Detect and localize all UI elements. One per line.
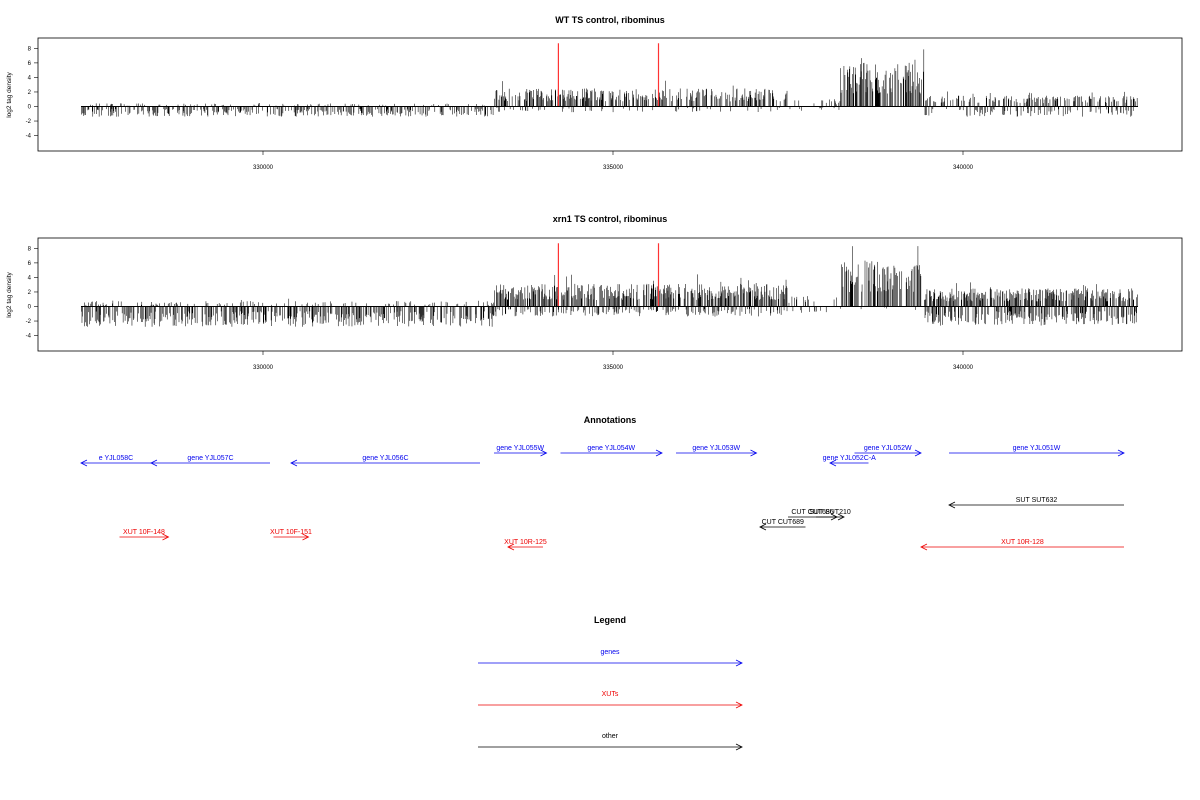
- feature-label: gene YJL056C: [362, 455, 408, 462]
- legend-entries: genes XUTs other: [478, 649, 743, 751]
- legend-arrow-head: [735, 743, 743, 751]
- panel-title: WT TS control, ribominus: [555, 15, 665, 25]
- marker-lines: [557, 43, 660, 107]
- x-tick-label: 335000: [603, 365, 624, 371]
- feature-label: gene YJL051W: [1013, 445, 1061, 452]
- y-axis: 8 6 4 2 0 -2 -4: [26, 46, 38, 140]
- x-tick-label: 335000: [603, 165, 624, 171]
- y-tick-label: 2: [28, 90, 32, 96]
- feature-arrow-head: [540, 449, 548, 457]
- feature-label: gene YJL054W: [587, 445, 635, 452]
- y-tick-label: 2: [28, 290, 32, 296]
- y-tick-label: 8: [28, 46, 32, 52]
- feature-arrow-head: [920, 543, 928, 551]
- y-tick-label: 0: [28, 105, 32, 111]
- legend-label: XUTs: [602, 691, 619, 698]
- feature-arrow-head: [507, 543, 515, 551]
- marker-lines: [557, 243, 660, 307]
- feature-arrow-head: [1117, 449, 1125, 457]
- feature-label: gene YJL057C: [187, 455, 233, 462]
- feature-label: gene YJL055W: [496, 445, 544, 452]
- feature-label: XUT 10F-151: [270, 529, 312, 536]
- feature-label: e YJL058C: [99, 455, 134, 462]
- legend-arrow-head: [735, 659, 743, 667]
- feature-label: gene YJL052C-A: [823, 455, 877, 462]
- feature-arrow-head: [759, 523, 767, 531]
- y-axis: 8 6 4 2 0 -2 -4: [26, 246, 38, 340]
- legend: Legend genes XUTs other: [478, 615, 743, 751]
- annotations-title: Annotations: [584, 415, 637, 425]
- panel-title: xrn1 TS control, ribominus: [553, 214, 668, 224]
- x-tick-label: 340000: [953, 165, 974, 171]
- feature-label: SUT SUT632: [1016, 497, 1058, 504]
- xrn1-track-panel: xrn1 TS control, ribominus 8 6 4 2 0 -2 -4 330…: [6, 214, 1183, 371]
- y-tick-label: -2: [26, 119, 32, 125]
- x-axis: 330000 335000 340000: [253, 151, 974, 171]
- annotations-track: Annotations e YJL058C gene YJL057C gene YJ…: [80, 415, 1125, 551]
- feature-label: XUT 10F-148: [123, 529, 165, 536]
- feature-label: CUT CUT686: [791, 509, 833, 516]
- feature-arrow-head: [302, 533, 310, 541]
- legend-arrow-head: [735, 701, 743, 709]
- y-tick-label: 8: [28, 246, 32, 252]
- x-tick-label: 330000: [253, 365, 274, 371]
- signal-bars: [81, 246, 1138, 327]
- y-tick-label: -2: [26, 319, 32, 325]
- plot-frame: [37, 37, 1183, 152]
- feature-label: CUT CUT689: [762, 519, 804, 526]
- y-tick-label: -4: [26, 134, 32, 140]
- feature-arrow-head: [837, 513, 845, 521]
- feature-arrow-head: [948, 501, 956, 509]
- legend-label: genes: [600, 649, 620, 656]
- x-tick-label: 340000: [953, 365, 974, 371]
- feature-arrow-head: [655, 449, 663, 457]
- feature-label: XUT 10R-128: [1001, 539, 1044, 546]
- x-axis: 330000 335000 340000: [253, 351, 974, 371]
- legend-title: Legend: [594, 615, 626, 625]
- feature-arrow-head: [914, 449, 922, 457]
- wt-track-panel: WT TS control, ribominus 8 6 4 2 0 -2 -4 33000…: [6, 15, 1183, 171]
- feature-arrow-head: [290, 459, 298, 467]
- y-axis-label: log2 tag density: [6, 271, 13, 317]
- y-tick-label: 4: [28, 75, 32, 81]
- y-tick-label: 6: [28, 61, 32, 67]
- feature-arrow-head: [750, 449, 758, 457]
- y-axis-label: log2 tag density: [6, 71, 13, 117]
- y-tick-label: -4: [26, 334, 32, 340]
- feature-label: XUT 10R-125: [504, 539, 547, 546]
- feature-arrows: e YJL058C gene YJL057C gene YJL056C gene YJ…: [80, 445, 1125, 551]
- plot-frame: [37, 237, 1183, 352]
- legend-label: other: [602, 733, 619, 740]
- x-tick-label: 330000: [253, 165, 274, 171]
- feature-label: SUT SUT210: [809, 509, 851, 516]
- feature-label: gene YJL053W: [692, 445, 740, 452]
- feature-arrow-head: [162, 533, 170, 541]
- feature-arrow-head: [80, 459, 88, 467]
- feature-label: gene YJL052W: [864, 445, 912, 452]
- y-tick-label: 4: [28, 275, 32, 281]
- y-tick-label: 6: [28, 261, 32, 267]
- feature-arrow-head: [829, 459, 837, 467]
- feature-arrow-head: [150, 459, 158, 467]
- y-tick-label: 0: [28, 305, 32, 311]
